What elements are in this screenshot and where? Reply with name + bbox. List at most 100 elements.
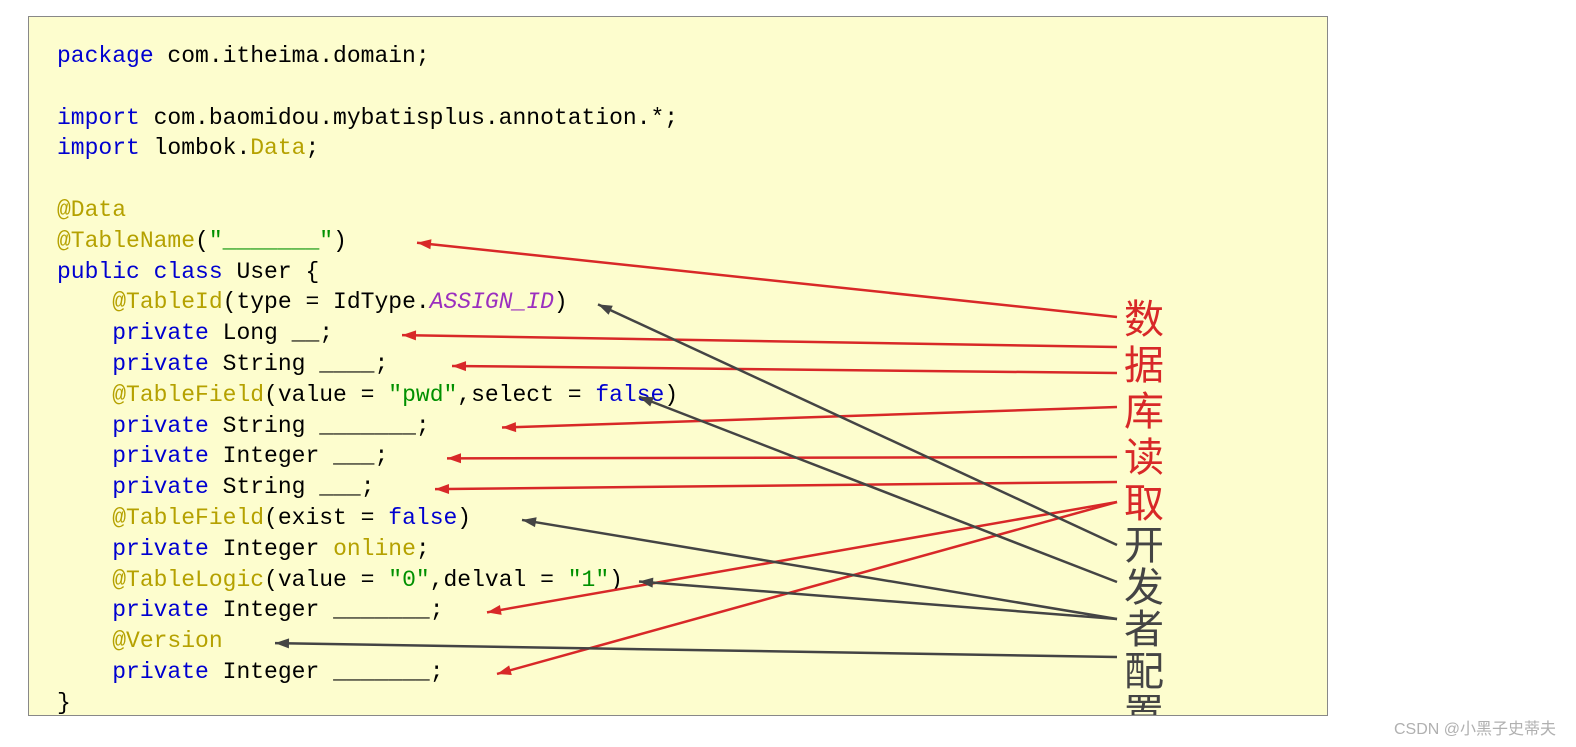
code-token: Integer (223, 443, 333, 469)
code-token: ; (430, 597, 444, 623)
code-token: @TableField (112, 382, 264, 408)
code-token: String (223, 474, 320, 500)
arrow-line (639, 582, 1117, 619)
code-line-8: @TableId(type = IdType.ASSIGN_ID) (57, 287, 678, 318)
code-token: ; (374, 443, 388, 469)
code-token (57, 628, 112, 654)
code-line-9: private Long __; (57, 318, 678, 349)
label-char: 配 (1124, 651, 1164, 693)
code-token: ( (195, 228, 209, 254)
code-line-20: private Integer _______; (57, 657, 678, 688)
code-token: com.itheima.domain; (167, 43, 429, 69)
code-token (57, 413, 112, 439)
code-token: private (112, 536, 222, 562)
code-token: private (112, 474, 222, 500)
code-token: import (57, 105, 154, 131)
code-token: private (112, 659, 222, 685)
code-line-21: } (57, 688, 678, 716)
code-token: "0" (388, 567, 429, 593)
code-token: ; (305, 135, 319, 161)
label-char: 读 (1124, 435, 1164, 481)
code-line-2: import com.baomidou.mybatisplus.annotati… (57, 103, 678, 134)
code-token: _______ (333, 597, 430, 623)
code-token: ; (430, 659, 444, 685)
code-line-1 (57, 72, 678, 103)
code-token (57, 443, 112, 469)
code-line-4 (57, 164, 678, 195)
code-token: (type = IdType. (223, 289, 430, 315)
code-token: (value = (264, 382, 388, 408)
code-line-6: @TableName("_______") (57, 226, 678, 257)
label-char: 开 (1124, 525, 1164, 567)
code-token: Integer (223, 536, 333, 562)
label-char: 取 (1124, 481, 1164, 527)
code-token: @TableName (57, 228, 195, 254)
code-token: (exist = (264, 505, 388, 531)
label-database-read: 数据库读取 (1124, 297, 1164, 527)
label-char: 数 (1124, 297, 1164, 343)
code-line-19: @Version (57, 626, 678, 657)
code-token: ; (319, 320, 333, 346)
code-token: private (112, 443, 222, 469)
code-line-3: import lombok.Data; (57, 133, 678, 164)
code-token (57, 505, 112, 531)
code-token: false (388, 505, 457, 531)
code-token: @TableId (112, 289, 222, 315)
code-token: ___ (333, 443, 374, 469)
code-token: com.baomidou.mybatisplus.annotation.*; (154, 105, 679, 131)
code-line-10: private String ____; (57, 349, 678, 380)
code-line-16: private Integer online; (57, 534, 678, 565)
code-token (57, 536, 112, 562)
code-token: ; (361, 474, 375, 500)
watermark: CSDN @小黑子史蒂夫 (1394, 715, 1556, 739)
label-char: 置 (1124, 693, 1164, 716)
code-token (57, 474, 112, 500)
code-token: ; (416, 536, 430, 562)
code-token: public class (57, 259, 236, 285)
label-char: 发 (1124, 567, 1164, 609)
code-token: @TableField (112, 505, 264, 531)
code-token: false (595, 382, 664, 408)
code-token: Long (223, 320, 292, 346)
code-token: ) (457, 505, 471, 531)
code-token: ___ (319, 474, 360, 500)
code-token: package (57, 43, 167, 69)
code-token: online (333, 536, 416, 562)
code-token: ) (664, 382, 678, 408)
code-line-0: package com.itheima.domain; (57, 41, 678, 72)
code-block: package com.itheima.domain; import com.ba… (57, 41, 678, 716)
code-token: private (112, 413, 222, 439)
code-line-13: private Integer ___; (57, 441, 678, 472)
code-token: "_______" (209, 228, 333, 254)
code-token: Data (250, 135, 305, 161)
code-line-5: @Data (57, 195, 678, 226)
code-token (57, 351, 112, 377)
label-char: 库 (1124, 389, 1164, 435)
code-token: ,select = (457, 382, 595, 408)
code-token: @TableLogic (112, 567, 264, 593)
code-token: private (112, 597, 222, 623)
code-token (57, 597, 112, 623)
code-token: private (112, 320, 222, 346)
code-token (57, 289, 112, 315)
code-token: @Data (57, 197, 126, 223)
code-line-11: @TableField(value = "pwd",select = false… (57, 380, 678, 411)
code-line-18: private Integer _______; (57, 595, 678, 626)
code-line-17: @TableLogic(value = "0",delval = "1") (57, 565, 678, 596)
code-token: ) (333, 228, 347, 254)
code-token: import (57, 135, 154, 161)
code-token (57, 320, 112, 346)
code-line-15: @TableField(exist = false) (57, 503, 678, 534)
code-token: _______ (333, 659, 430, 685)
code-line-14: private String ___; (57, 472, 678, 503)
code-token: ; (374, 351, 388, 377)
code-token: String (223, 413, 320, 439)
code-token: Integer (223, 597, 333, 623)
code-frame: package com.itheima.domain; import com.ba… (28, 16, 1328, 716)
code-line-7: public class User { (57, 257, 678, 288)
code-token: ASSIGN_ID (430, 289, 554, 315)
code-token: String (223, 351, 320, 377)
code-token: (value = (264, 567, 388, 593)
code-token: ) (609, 567, 623, 593)
arrow-line (639, 397, 1117, 582)
